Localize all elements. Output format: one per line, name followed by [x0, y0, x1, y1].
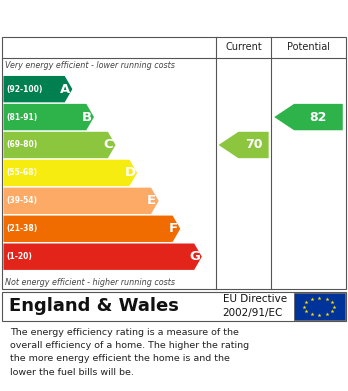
Text: D: D [124, 167, 135, 179]
Text: (69-80): (69-80) [6, 140, 38, 149]
Polygon shape [3, 132, 116, 158]
Text: Current: Current [225, 42, 262, 52]
Text: (55-68): (55-68) [6, 169, 37, 178]
Polygon shape [3, 160, 137, 186]
Text: Potential: Potential [287, 42, 330, 52]
Polygon shape [3, 104, 94, 130]
Text: C: C [103, 138, 113, 151]
Text: 70: 70 [245, 138, 262, 151]
Text: (1-20): (1-20) [6, 252, 32, 261]
Text: G: G [189, 250, 200, 263]
Polygon shape [3, 215, 180, 242]
Text: (39-54): (39-54) [6, 196, 37, 205]
Polygon shape [274, 104, 343, 130]
Text: E: E [147, 194, 156, 207]
Text: EU Directive
2002/91/EC: EU Directive 2002/91/EC [223, 294, 287, 318]
Text: England & Wales: England & Wales [9, 297, 179, 315]
Bar [294, 293, 345, 320]
Text: The energy efficiency rating is a measure of the
overall efficiency of a home. T: The energy efficiency rating is a measur… [10, 328, 250, 377]
Text: (81-91): (81-91) [6, 113, 38, 122]
Polygon shape [3, 188, 159, 214]
Text: A: A [60, 83, 70, 96]
Text: (21-38): (21-38) [6, 224, 38, 233]
Polygon shape [3, 244, 202, 270]
Polygon shape [3, 76, 72, 102]
Text: Not energy efficient - higher running costs: Not energy efficient - higher running co… [5, 278, 175, 287]
Text: (92-100): (92-100) [6, 84, 43, 93]
Text: Energy Efficiency Rating: Energy Efficiency Rating [9, 10, 238, 28]
Text: Very energy efficient - lower running costs: Very energy efficient - lower running co… [5, 61, 175, 70]
Text: 82: 82 [310, 111, 327, 124]
Text: B: B [82, 111, 92, 124]
Text: F: F [168, 222, 177, 235]
Polygon shape [219, 132, 269, 158]
